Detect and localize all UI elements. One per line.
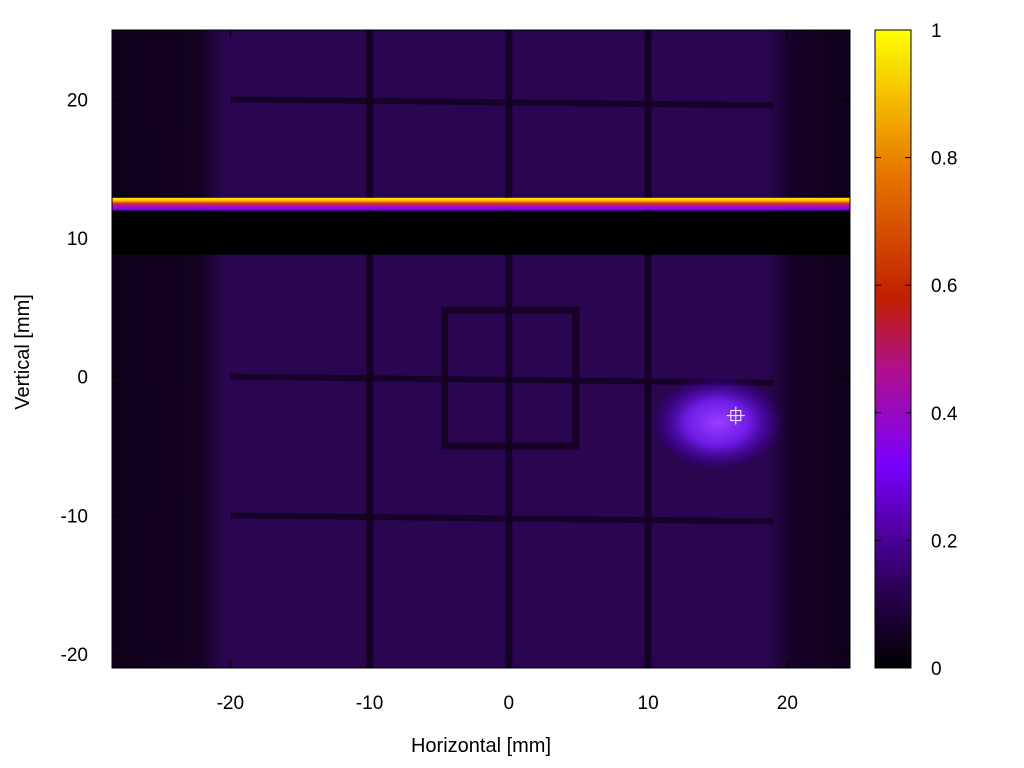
heatmap-dark-band <box>112 211 850 255</box>
y-axis-title: Vertical [mm] <box>12 294 34 410</box>
heatmap-inner-square <box>441 306 580 450</box>
y-tick-label: -10 <box>61 506 88 527</box>
x-tick-label: 10 <box>638 693 659 714</box>
colorbar-ticks: 0 0.2 0.4 0.6 0.8 1 <box>875 21 958 680</box>
crosshair-marker <box>726 406 745 425</box>
x-tick-label: 20 <box>777 693 798 714</box>
grid-shadow-horizontal <box>230 512 774 525</box>
y-tick-label: -20 <box>61 645 88 666</box>
heatmap-image <box>112 30 850 668</box>
colorbar: 0 0.2 0.4 0.6 0.8 1 <box>874 21 958 680</box>
x-axis-title: Horizontal [mm] <box>411 735 551 757</box>
y-axis: -20 -10 0 10 20 <box>61 90 850 666</box>
colorbar-gradient <box>874 29 912 669</box>
heatmap-dark-left-edge <box>112 30 224 668</box>
heatmap-bright-stripe <box>112 197 850 211</box>
x-tick-label: 0 <box>504 693 515 714</box>
colorbar-tick-label: 0 <box>931 659 942 680</box>
colorbar-tick-label: 0.8 <box>931 149 957 170</box>
heatmap-dark-right-edge <box>766 30 850 668</box>
y-tick-label: 0 <box>77 368 88 389</box>
heatmap-grid-shadows <box>230 30 774 668</box>
colorbar-tick-label: 0.4 <box>931 404 958 425</box>
x-tick-label: -10 <box>356 693 383 714</box>
x-axis: -20 -10 0 10 20 <box>217 30 798 714</box>
y-tick-label: 20 <box>67 90 88 111</box>
y-tick-label: 10 <box>67 229 88 250</box>
heatmap-hot-spot <box>648 372 788 473</box>
plot-frame <box>111 29 851 669</box>
x-tick-label: -20 <box>217 693 244 714</box>
grid-shadow-horizontal <box>230 96 774 109</box>
colorbar-tick-label: 0.6 <box>931 276 957 297</box>
heatmap-background <box>112 30 850 668</box>
colorbar-tick-label: 1 <box>931 21 942 42</box>
colorbar-tick-label: 0.2 <box>931 531 957 552</box>
